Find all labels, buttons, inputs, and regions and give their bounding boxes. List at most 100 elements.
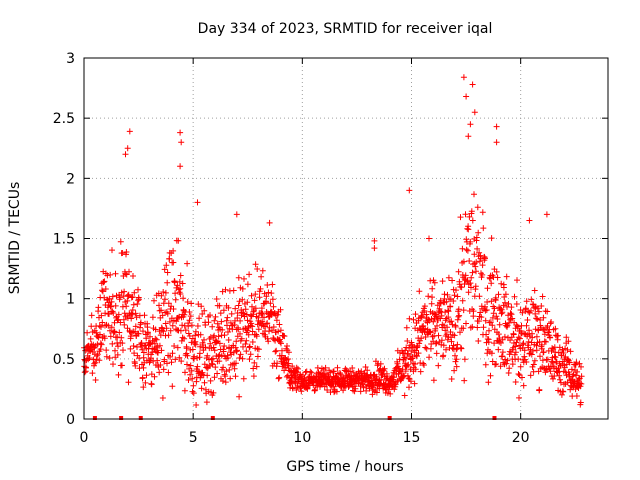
data-point — [198, 303, 205, 310]
data-point — [253, 333, 260, 340]
data-point — [177, 129, 184, 136]
data-point — [523, 359, 530, 365]
data-point — [100, 279, 107, 286]
data-point — [264, 282, 271, 288]
data-point — [171, 343, 178, 349]
data-point — [244, 317, 251, 324]
data-point — [248, 292, 255, 299]
data-point — [234, 347, 240, 354]
data-point — [98, 312, 105, 319]
x-tick-label: 5 — [189, 430, 198, 446]
data-point — [506, 365, 513, 372]
data-point — [402, 347, 409, 354]
data-point — [174, 282, 181, 289]
data-point — [224, 355, 231, 361]
data-point — [471, 109, 478, 116]
data-point — [523, 298, 530, 305]
data-point — [418, 313, 425, 320]
x-axis-label: GPS time / hours — [286, 459, 403, 475]
data-point — [96, 357, 103, 364]
data-point — [201, 307, 208, 314]
data-point — [539, 293, 546, 300]
data-point — [433, 313, 440, 320]
data-point — [257, 285, 264, 292]
data-point — [274, 360, 281, 367]
data-point — [109, 247, 115, 254]
data-point — [118, 334, 125, 341]
data-point — [451, 332, 458, 339]
data-point — [117, 294, 123, 301]
data-point — [543, 211, 550, 218]
data-point — [538, 341, 545, 348]
data-point — [225, 304, 232, 311]
data-point — [252, 291, 259, 298]
data-point — [123, 249, 130, 255]
data-point — [483, 331, 490, 338]
data-point — [530, 361, 537, 368]
data-point — [425, 293, 432, 300]
data-point — [174, 344, 181, 351]
data-point — [474, 204, 481, 211]
y-tick-label: 0 — [66, 412, 75, 428]
data-point — [548, 319, 555, 325]
data-point — [137, 319, 144, 326]
data-point — [218, 318, 225, 325]
data-point — [319, 379, 326, 386]
data-point — [277, 327, 284, 334]
data-point — [578, 363, 584, 370]
data-point — [471, 251, 478, 258]
data-point — [261, 314, 267, 321]
data-point — [441, 322, 447, 329]
data-point — [178, 139, 185, 146]
data-point — [285, 360, 292, 367]
data-point — [500, 302, 507, 309]
data-point — [537, 353, 543, 360]
y-tick-label: 1 — [66, 292, 75, 308]
data-point — [347, 368, 354, 375]
data-point — [469, 323, 476, 330]
data-point — [496, 335, 503, 341]
data-point — [392, 383, 399, 390]
data-point — [208, 360, 215, 367]
data-point — [463, 320, 469, 327]
data-point — [461, 377, 468, 384]
data-point — [130, 273, 136, 279]
data-point — [204, 372, 211, 379]
data-point — [445, 314, 452, 321]
data-point — [152, 335, 159, 342]
data-point — [429, 285, 436, 292]
data-point — [485, 379, 492, 386]
data-point — [134, 301, 141, 307]
data-point — [444, 291, 451, 298]
data-point — [489, 358, 496, 365]
data-point — [146, 341, 153, 348]
data-point — [258, 273, 265, 280]
data-point — [528, 296, 535, 303]
data-point — [126, 128, 133, 135]
data-point — [573, 359, 580, 366]
data-point — [453, 287, 459, 294]
data-point — [457, 329, 463, 336]
data-points — [81, 74, 585, 420]
data-point — [496, 321, 503, 328]
y-axis-label: SRMTID / TECUs — [7, 182, 23, 295]
data-point — [250, 373, 257, 380]
data-point — [534, 305, 541, 312]
data-point — [157, 362, 164, 368]
data-point — [196, 350, 203, 357]
x-tick-label: 10 — [293, 430, 311, 446]
data-point — [377, 360, 384, 367]
data-point — [512, 379, 519, 385]
data-point — [114, 334, 121, 340]
data-point — [476, 258, 483, 265]
data-point — [179, 334, 186, 341]
data-point — [143, 372, 150, 379]
data-point — [440, 342, 447, 349]
data-point — [205, 319, 212, 326]
data-point — [430, 318, 437, 325]
data-point — [246, 344, 253, 351]
data-point — [497, 340, 504, 346]
data-point — [426, 235, 432, 242]
data-point — [192, 341, 199, 348]
y-tick-label: 0.5 — [53, 352, 75, 368]
